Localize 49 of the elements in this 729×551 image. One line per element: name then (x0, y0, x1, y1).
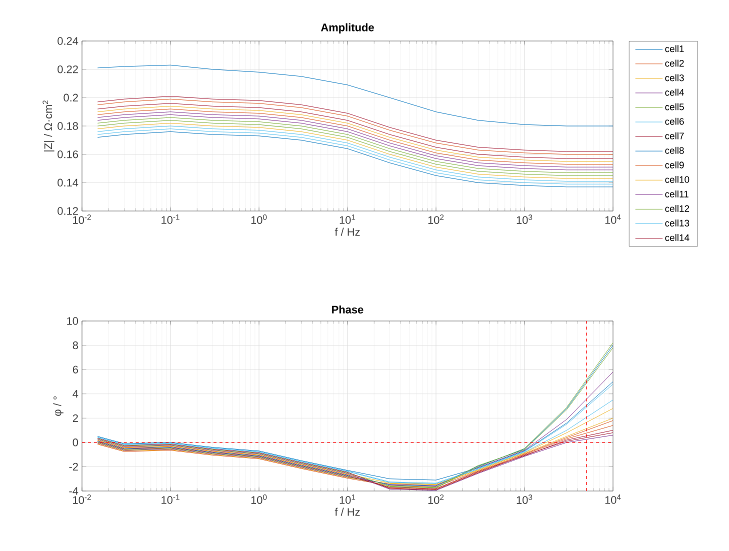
legend-label: cell1 (665, 45, 684, 52)
y-tick-label: 0.22 (58, 65, 78, 74)
legend-label: cell7 (665, 132, 684, 140)
y-tick-label: 4 (72, 390, 78, 398)
y-tick-label: 0.18 (58, 122, 78, 130)
legend-label: cell14 (665, 234, 690, 242)
y-tick-label: 0.12 (58, 207, 78, 215)
chart-title: Phase (332, 305, 364, 314)
x-tick-label: 10$^{0}$ (251, 214, 267, 224)
y-tick-label: 8 (72, 341, 78, 350)
legend-label: cell6 (665, 118, 684, 125)
y-tick-label: 0 (72, 438, 78, 446)
x-tick-label: 10$^{3}$ (516, 214, 532, 224)
legend-label: cell8 (665, 146, 684, 154)
y-tick-label: 0.2 (64, 94, 78, 102)
legend-label: cell3 (665, 74, 684, 82)
y-axis-title: φ / ° (53, 396, 64, 416)
legend-label: cell10 (665, 176, 690, 183)
x-tick-label: 10$^{2}$ (428, 214, 444, 224)
x-tick-label: 10$^{4}$ (605, 494, 621, 504)
y-tick-label: 0.16 (58, 150, 78, 158)
y-tick-label: -4 (69, 487, 78, 495)
x-tick-label: 10$^{-2}$ (73, 214, 91, 224)
legend-label: cell9 (665, 161, 684, 168)
x-tick-label: 10$^{0}$ (251, 494, 267, 504)
x-tick-label: 10$^{1}$ (340, 214, 356, 224)
x-tick-label: 10$^{-2}$ (73, 494, 91, 504)
x-tick-label: 10$^{-1}$ (162, 214, 180, 224)
y-tick-label: 10 (67, 317, 78, 325)
x-tick-label: 10$^{4}$ (605, 214, 621, 224)
legend-label: cell4 (665, 88, 684, 96)
y-tick-label: 0.24 (58, 37, 78, 45)
x-tick-label: 10$^{2}$ (428, 494, 444, 504)
x-axis-title: f / Hz (334, 508, 360, 516)
x-tick-label: 10$^{1}$ (340, 494, 356, 504)
legend-label: cell12 (665, 205, 690, 212)
legend-label: cell13 (665, 220, 690, 226)
legend-label: cell2 (665, 60, 684, 67)
y-axis-title: |Z| / Ω·cm$^{2}$ (42, 100, 54, 152)
y-tick-label: 2 (72, 414, 78, 422)
legend-label: cell11 (665, 190, 688, 198)
chart-title: Amplitude (320, 23, 374, 34)
x-axis-title: f / Hz (334, 228, 360, 236)
legend-label: cell5 (665, 103, 684, 110)
y-tick-label: 6 (72, 366, 78, 374)
x-tick-label: 10$^{-1}$ (162, 494, 180, 504)
y-tick-label: -2 (69, 462, 78, 471)
y-tick-label: 0.14 (58, 178, 78, 187)
x-tick-label: 10$^{3}$ (516, 494, 532, 504)
